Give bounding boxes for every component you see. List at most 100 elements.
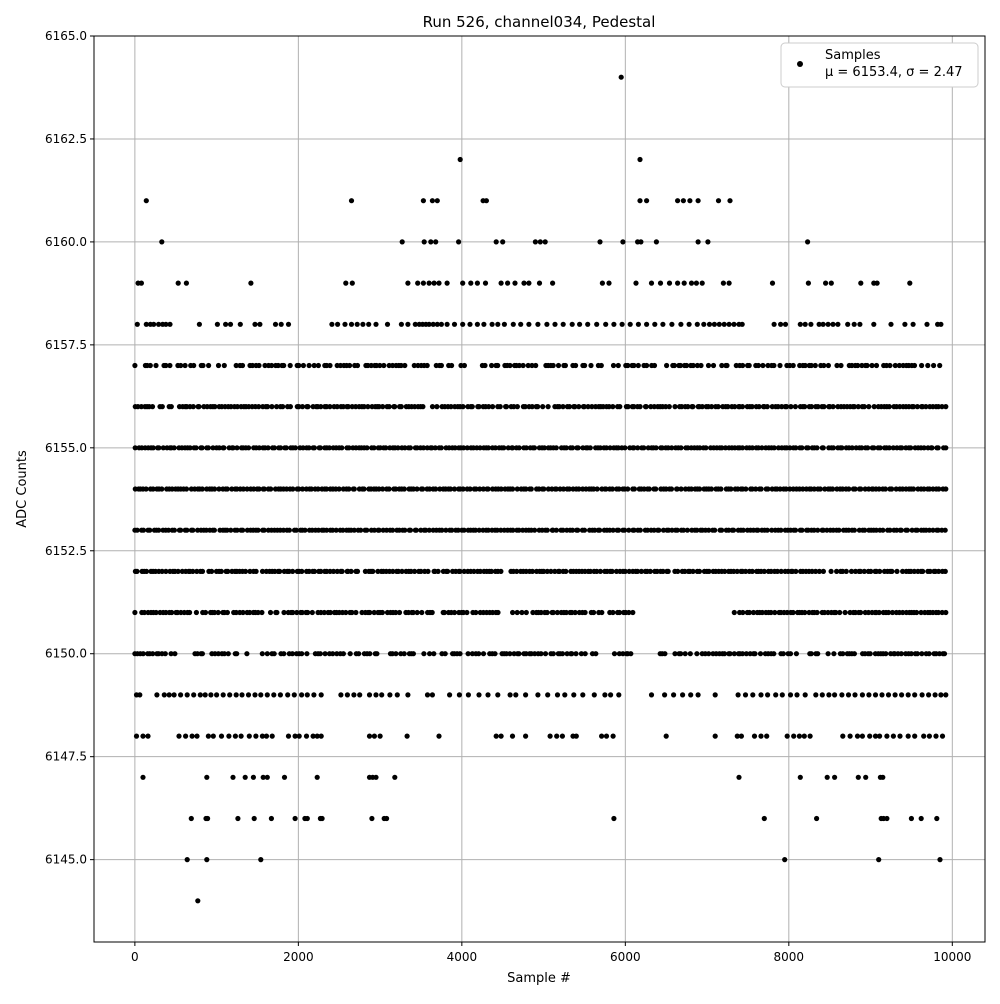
data-point (936, 568, 942, 575)
data-point (690, 362, 696, 369)
data-point (566, 404, 573, 410)
data-point (140, 651, 146, 657)
data-point (569, 321, 575, 327)
data-point (163, 568, 169, 575)
data-point (401, 486, 407, 492)
data-point (477, 445, 483, 451)
data-point (264, 774, 270, 780)
data-point (423, 527, 429, 533)
data-point (340, 651, 346, 657)
data-point (644, 321, 650, 327)
data-point (582, 609, 588, 616)
data-point (638, 568, 645, 575)
data-point (852, 486, 858, 492)
data-point (473, 486, 479, 492)
data-point (434, 404, 440, 410)
data-point (591, 609, 597, 616)
data-point (412, 568, 418, 575)
data-point (461, 362, 467, 369)
data-point (749, 404, 755, 410)
data-point (672, 651, 678, 657)
data-point (465, 651, 471, 657)
data-point (756, 404, 762, 410)
data-point (428, 239, 434, 245)
data-point (815, 651, 821, 657)
data-point (410, 609, 416, 616)
data-point (233, 609, 239, 616)
data-point (330, 527, 336, 533)
data-point (690, 404, 696, 410)
data-point (631, 527, 637, 533)
data-point (220, 692, 226, 698)
data-point (576, 404, 582, 410)
data-point (560, 527, 566, 533)
data-point (616, 486, 622, 492)
data-point (792, 527, 799, 533)
data-point (535, 404, 541, 410)
data-point (340, 527, 346, 533)
data-point (518, 321, 524, 327)
data-point (943, 445, 949, 451)
data-point (256, 486, 262, 492)
data-point (398, 404, 404, 410)
data-point (562, 362, 569, 369)
data-point (682, 568, 688, 575)
legend: Samples μ = 6153.4, σ = 2.47 (780, 42, 979, 88)
data-point (820, 445, 826, 451)
data-point (805, 280, 812, 286)
data-point (644, 362, 650, 369)
data-point (847, 733, 853, 739)
data-point (465, 692, 471, 698)
data-point (739, 321, 745, 327)
data-point (163, 321, 169, 327)
data-point (591, 692, 597, 698)
data-point (259, 733, 265, 739)
data-point (633, 280, 639, 286)
data-point (643, 404, 649, 410)
data-point (265, 404, 271, 410)
data-point (309, 609, 315, 616)
data-point (739, 651, 746, 657)
data-point (635, 362, 641, 369)
data-point (554, 692, 561, 698)
data-point (541, 486, 547, 492)
data-point (134, 321, 140, 327)
data-point (660, 568, 666, 575)
data-point (140, 774, 146, 780)
axis-ticks: 0 2000 4000 6000 8000 10000 6145.0 6147.5 6150.0… (45, 29, 971, 964)
data-point (393, 486, 399, 492)
data-point (224, 486, 230, 492)
data-point (852, 568, 859, 575)
data-point (542, 239, 548, 245)
data-point (392, 774, 398, 780)
data-point (509, 486, 516, 492)
data-point (943, 609, 949, 616)
data-point (501, 445, 507, 451)
data-point (480, 651, 487, 657)
data-point (811, 527, 817, 533)
data-point (510, 527, 516, 533)
data-point (727, 651, 733, 657)
data-point (797, 774, 803, 780)
data-point (264, 692, 270, 698)
data-point (697, 486, 703, 492)
data-point (626, 609, 632, 616)
data-point (351, 692, 357, 698)
data-point (271, 445, 277, 451)
data-point (761, 815, 767, 822)
data-point (680, 692, 686, 698)
data-point (150, 486, 156, 492)
data-point (247, 609, 253, 616)
data-point (666, 404, 672, 410)
data-point (772, 609, 778, 616)
data-point (659, 445, 665, 451)
data-point (697, 445, 703, 451)
data-point (405, 692, 411, 698)
data-point (682, 651, 688, 657)
data-point (839, 445, 845, 451)
data-point (234, 404, 240, 410)
data-point (597, 445, 603, 451)
data-point (715, 404, 721, 410)
data-point (379, 692, 385, 698)
